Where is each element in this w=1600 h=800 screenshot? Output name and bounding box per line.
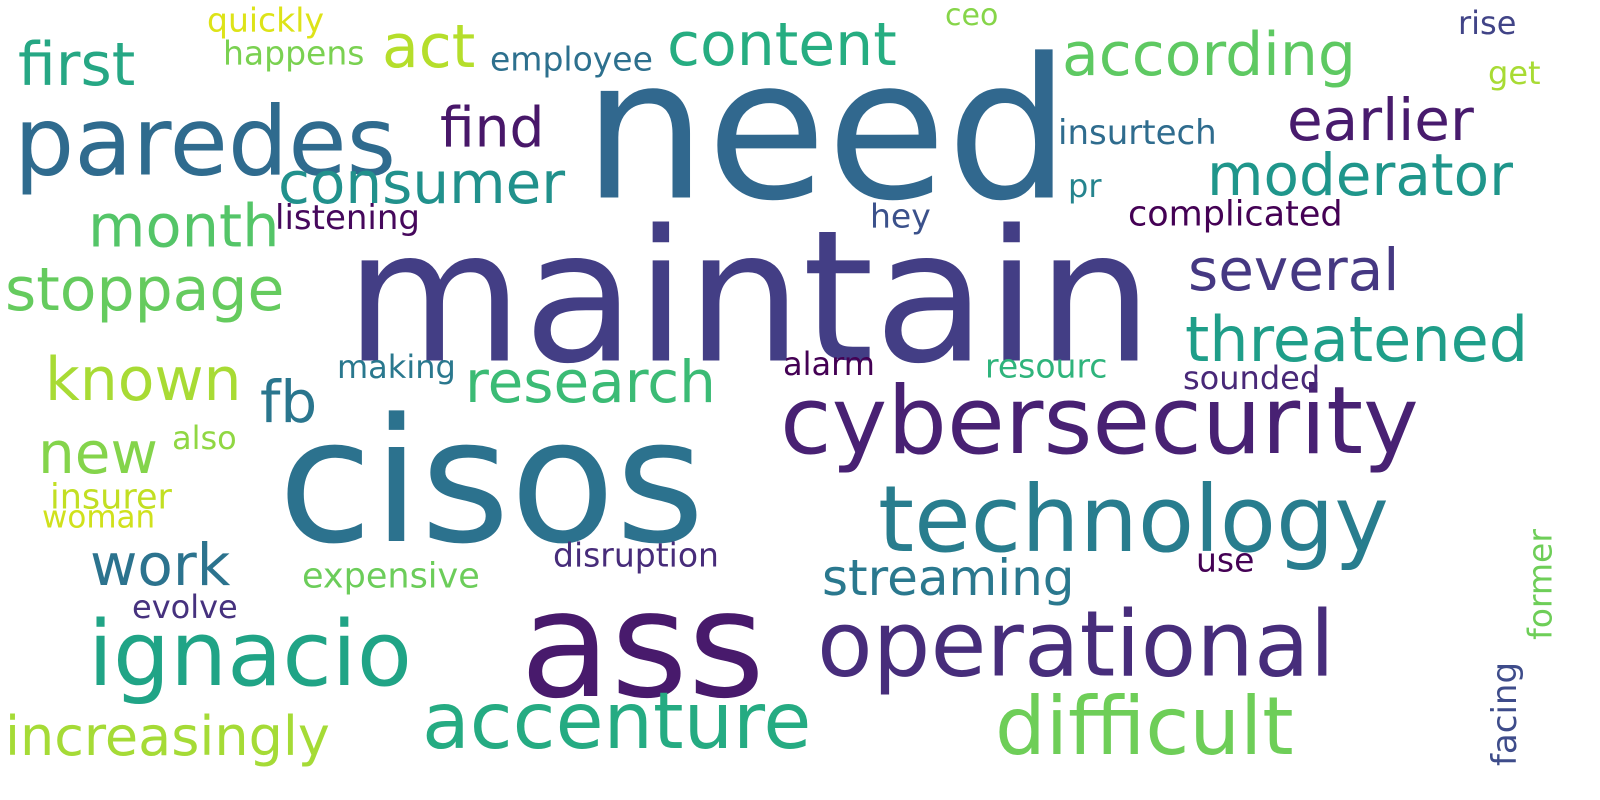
word-quickly: quickly xyxy=(207,0,324,40)
word-making: making xyxy=(337,348,456,386)
word-disruption: disruption xyxy=(553,535,719,575)
word-woman: woman xyxy=(42,499,156,536)
word-insurtech: insurtech xyxy=(1058,113,1217,153)
word-insurer: insurer xyxy=(50,477,172,518)
word-research: research xyxy=(465,348,716,416)
word-happens: happens xyxy=(223,33,365,73)
word-rise: rise xyxy=(1458,4,1517,42)
word-former: former xyxy=(1520,529,1560,640)
word-use: use xyxy=(1196,540,1255,580)
word-content: content xyxy=(667,10,897,80)
word-also: also xyxy=(172,419,237,457)
word-operational: operational xyxy=(817,592,1335,698)
word-maintain: maintain xyxy=(345,191,1153,405)
word-difficult: difficult xyxy=(995,680,1294,773)
word-ceo: ceo xyxy=(945,0,999,33)
word-fb: fb xyxy=(260,368,318,436)
word-accenture: accenture xyxy=(422,677,812,767)
word-ass: ass xyxy=(520,559,765,731)
word-resourc: resourc xyxy=(985,346,1108,386)
word-alarm: alarm xyxy=(783,345,875,383)
word-act: act xyxy=(382,12,476,82)
word-consumer: consumer xyxy=(278,149,566,217)
word-month: month xyxy=(88,191,280,261)
word-several: several xyxy=(1188,236,1400,304)
word-pr: pr xyxy=(1068,167,1102,205)
word-evolve: evolve xyxy=(132,588,238,626)
word-paredes: paredes xyxy=(14,87,397,198)
word-complicated: complicated xyxy=(1128,194,1343,235)
word-sounded: sounded xyxy=(1183,359,1321,397)
word-threatened: threatened xyxy=(1185,303,1529,376)
word-find: find xyxy=(440,95,545,160)
word-get: get xyxy=(1488,54,1541,92)
word-ignacio: ignacio xyxy=(88,602,412,707)
word-cisos: cisos xyxy=(278,381,705,582)
word-known: known xyxy=(45,345,242,415)
word-employee: employee xyxy=(490,39,653,79)
word-moderator: moderator xyxy=(1207,141,1513,209)
word-listening: listening xyxy=(275,198,420,238)
word-need: need xyxy=(583,16,1071,244)
word-work: work xyxy=(90,531,231,599)
word-first: first xyxy=(18,30,136,100)
word-hey: hey xyxy=(870,196,931,236)
word-new: new xyxy=(38,419,158,487)
word-according: according xyxy=(1062,20,1356,90)
word-increasingly: increasingly xyxy=(5,705,330,768)
word-expensive: expensive xyxy=(302,556,480,597)
word-cybersecurity: cybersecurity xyxy=(780,367,1419,476)
word-technology: technology xyxy=(878,466,1389,573)
word-earlier: earlier xyxy=(1287,86,1474,154)
word-facing: facing xyxy=(1485,661,1525,767)
word-streaming: streaming xyxy=(822,549,1075,607)
word-stoppage: stoppage xyxy=(5,255,285,325)
